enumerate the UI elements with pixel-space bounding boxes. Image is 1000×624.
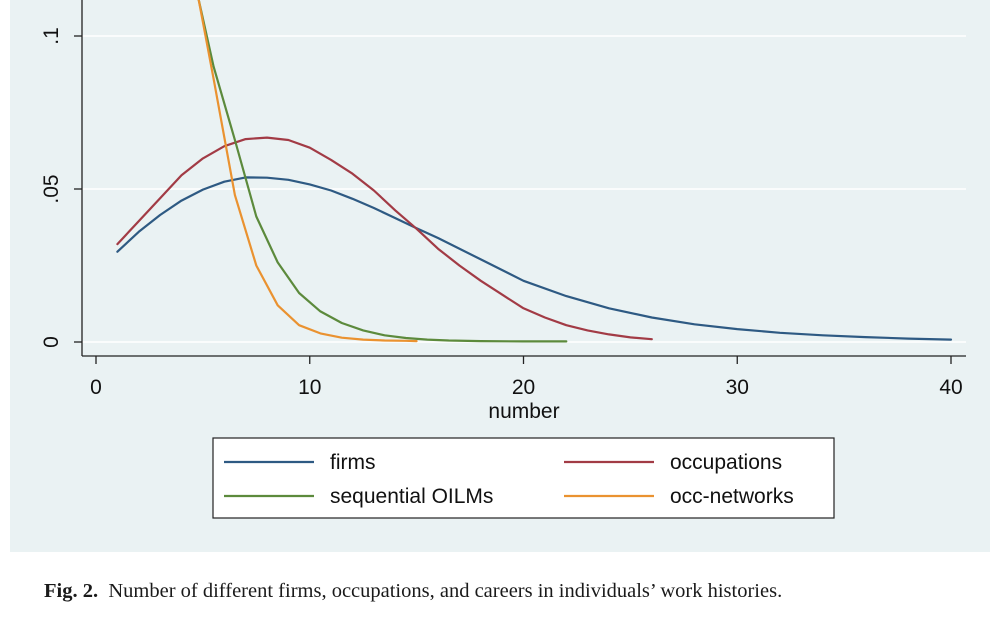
x-tick-label-0: 0: [90, 376, 102, 399]
legend-label-occ-networks: occ-networks: [670, 485, 794, 508]
legend-label-firms: firms: [330, 451, 376, 474]
series-lines: [116, 0, 953, 343]
y-tick-label-1: .05: [40, 174, 63, 203]
figure-label: Fig. 2.: [44, 580, 99, 602]
x-tick-label-1: 10: [298, 376, 321, 399]
series-line-occ-networks: [197, 0, 418, 343]
legend-label-occupations: occupations: [670, 451, 782, 474]
legend-box: [212, 437, 835, 519]
legend-label-sequential-oilms: sequential OILMs: [330, 485, 493, 508]
series-line-firms: [116, 176, 953, 341]
x-tick-label-4: 40: [939, 376, 962, 399]
legend: firms occupations sequential OILMs occ-n…: [212, 437, 835, 519]
series-line-sequential-oilms: [197, 0, 568, 343]
caption-text: Number of different firms, occupations, …: [108, 580, 783, 602]
axes: 0 .05 .1 0 10 20 30 40: [40, 0, 966, 399]
y-tick-label-2: .1: [40, 27, 63, 45]
series-line-occupations: [116, 136, 653, 341]
x-tick-label-3: 30: [726, 376, 749, 399]
figure-caption: Fig. 2. Number of different firms, occup…: [44, 580, 782, 603]
y-tick-label-0: 0: [40, 336, 63, 348]
x-tick-label-2: 20: [512, 376, 535, 399]
x-axis-title: number: [488, 400, 559, 423]
